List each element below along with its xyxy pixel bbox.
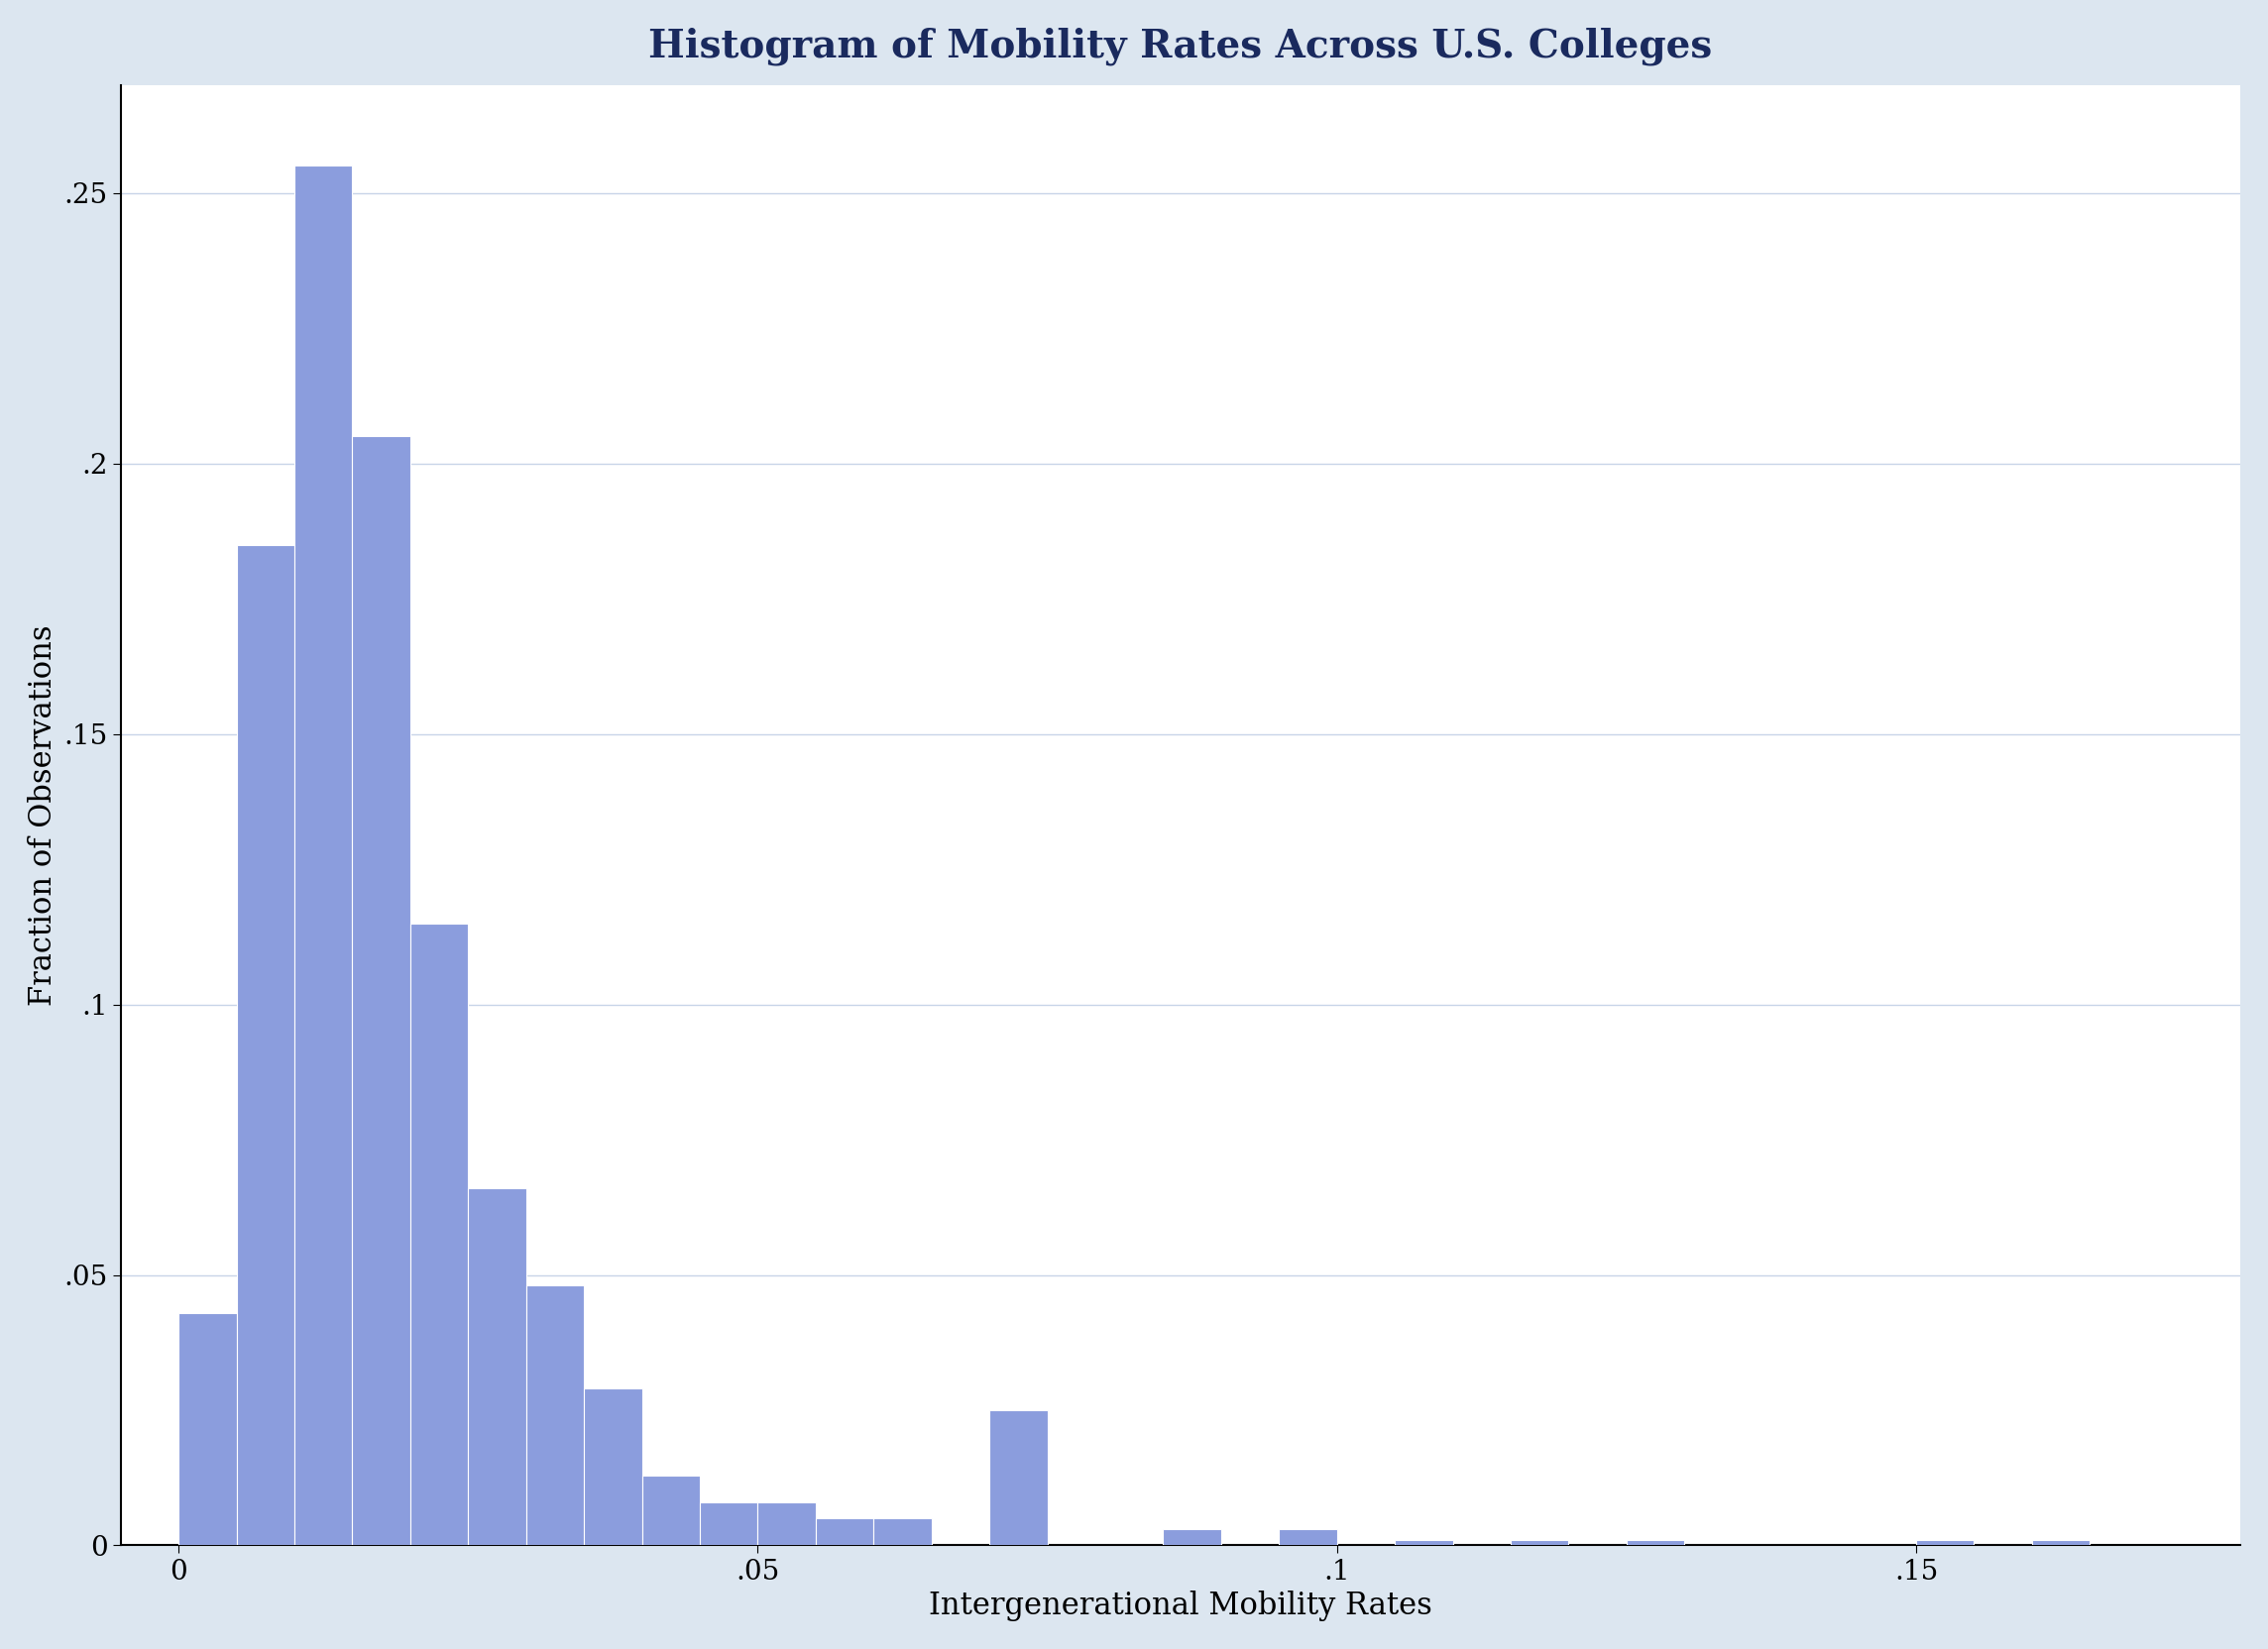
Bar [1163,1529,1220,1545]
Bar [1916,1540,1973,1545]
Bar [179,1313,236,1545]
Bar [873,1519,932,1545]
Bar [1626,1540,1685,1545]
Bar [642,1476,701,1545]
Bar [236,544,295,1545]
Bar [352,437,411,1545]
Bar [585,1388,642,1545]
Bar [526,1286,585,1545]
Title: Histogram of Mobility Rates Across U.S. Colleges: Histogram of Mobility Rates Across U.S. … [649,28,1712,66]
Bar [1279,1529,1336,1545]
Bar [411,923,467,1545]
Y-axis label: Fraction of Observations: Fraction of Observations [27,625,59,1006]
Bar [467,1189,526,1545]
Bar [1510,1540,1569,1545]
Bar [2032,1540,2089,1545]
Bar [816,1519,873,1545]
Bar [758,1502,816,1545]
X-axis label: Intergenerational Mobility Rates: Intergenerational Mobility Rates [930,1591,1433,1621]
Bar [295,167,352,1545]
Bar [701,1502,758,1545]
Bar [1395,1540,1454,1545]
Bar [989,1410,1048,1545]
